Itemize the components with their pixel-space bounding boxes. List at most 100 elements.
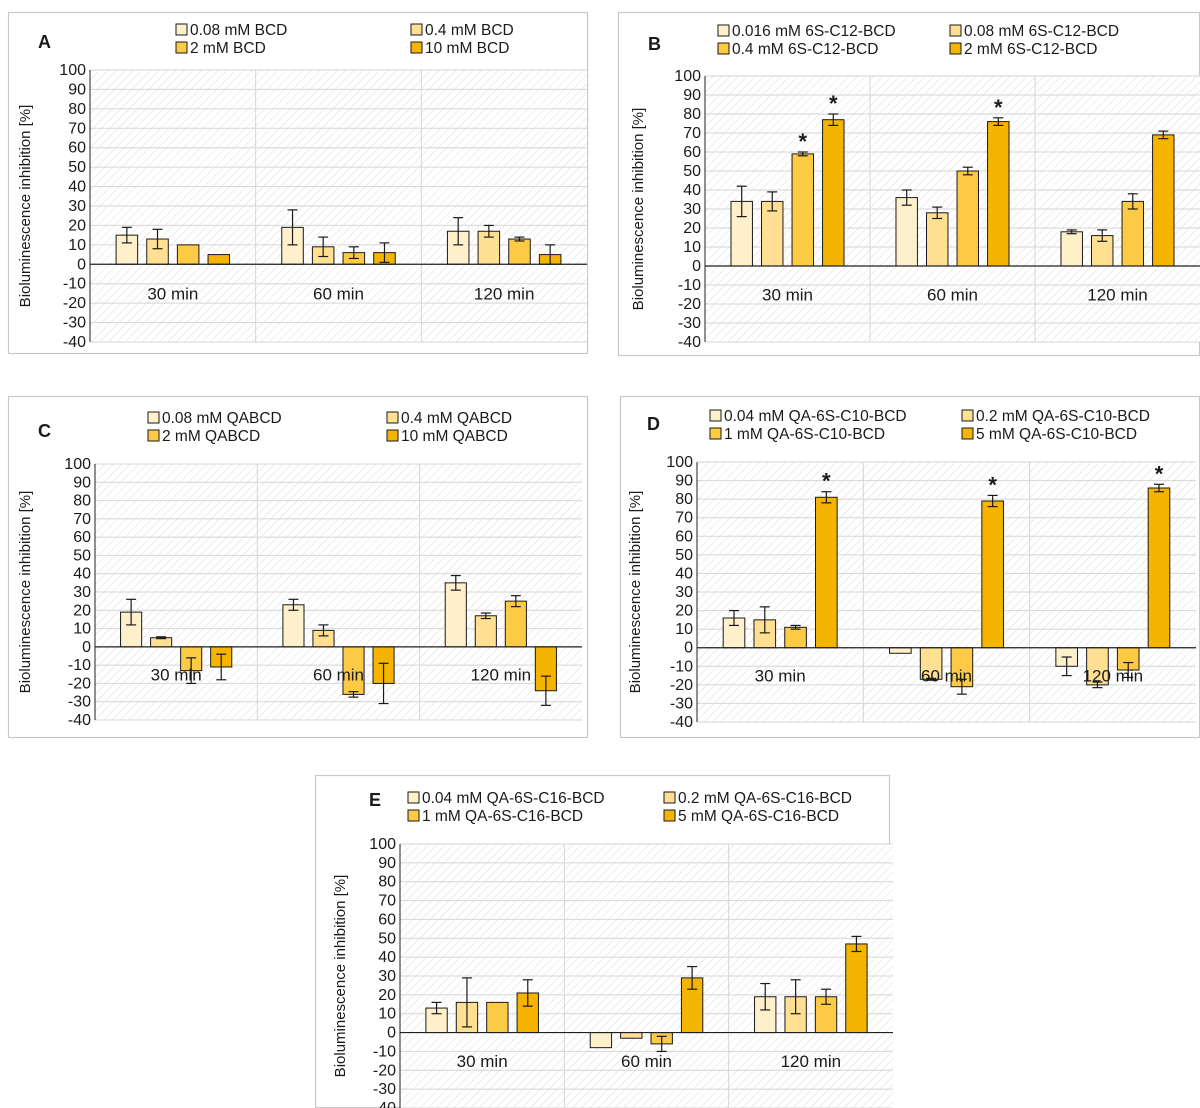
legend-swatch (663, 809, 676, 822)
y-tick-label: -10 (63, 276, 86, 293)
bar (889, 647, 912, 654)
y-tick-label: -40 (678, 334, 701, 351)
category-label: 60 min (621, 1052, 672, 1071)
y-tick-label: 20 (378, 987, 396, 1004)
y-tick-label: 90 (378, 855, 396, 872)
category-label: 30 min (151, 665, 202, 684)
legend-swatch (410, 23, 423, 36)
y-tick-label: -40 (670, 714, 693, 731)
significance-marker: * (798, 129, 807, 154)
y-tick-label: -10 (373, 1043, 396, 1060)
y-tick-label: 70 (675, 510, 693, 527)
legend-swatch (175, 23, 188, 36)
category-label: 120 min (781, 1052, 841, 1071)
legend-label: 5 mM QA-6S-C16-BCD (678, 808, 839, 825)
y-tick-label: -10 (670, 658, 693, 675)
legend-swatch (709, 409, 722, 422)
bar (822, 119, 845, 267)
y-tick-label: 40 (378, 949, 396, 966)
legend-label: 2 mM QABCD (162, 428, 260, 445)
legend-swatch (410, 41, 423, 54)
y-tick-label: -40 (63, 334, 86, 351)
category-label: 120 min (471, 665, 531, 684)
y-tick-label: -40 (68, 712, 91, 729)
panel-d: 1009080706050403020100-10-20-30-40Biolum… (619, 395, 1200, 739)
y-tick-label: -20 (670, 677, 693, 694)
bar (504, 600, 527, 648)
y-tick-label: 40 (683, 182, 701, 199)
bar (956, 170, 979, 267)
bar (444, 582, 467, 648)
category-label: 120 min (1083, 667, 1143, 686)
y-tick-label: 80 (675, 491, 693, 508)
y-tick-label: 30 (683, 201, 701, 218)
legend-swatch (407, 809, 420, 822)
legend-swatch (961, 427, 974, 440)
bar (895, 197, 918, 267)
significance-marker: * (822, 469, 831, 494)
legend-label: 0.4 mM QABCD (401, 410, 512, 427)
significance-marker: * (829, 91, 838, 116)
y-tick-label: 60 (378, 911, 396, 928)
legend-swatch (386, 411, 399, 424)
category-label: 60 min (313, 284, 364, 303)
category-label: 30 min (762, 286, 813, 305)
legend-label: 0.08 mM QABCD (162, 410, 282, 427)
bar (981, 500, 1004, 649)
legend-swatch (717, 42, 730, 55)
category-label: 120 min (474, 284, 534, 303)
y-tick-label: 30 (675, 584, 693, 601)
y-tick-label: 10 (73, 621, 91, 638)
panel-letter: B (648, 34, 661, 54)
y-tick-label: 0 (387, 1025, 396, 1042)
legend-label: 2 mM 6S-C12-BCD (964, 41, 1098, 58)
y-tick-label: 90 (68, 81, 86, 98)
bar (1147, 487, 1171, 649)
y-tick-label: -30 (678, 315, 701, 332)
y-axis-title: Bioluminescence inhibition [%] (17, 491, 34, 694)
bar (815, 496, 838, 649)
y-tick-label: 10 (675, 621, 693, 638)
y-tick-label: -40 (373, 1100, 396, 1108)
bar (987, 121, 1010, 267)
legend-swatch (961, 409, 974, 422)
y-tick-label: -10 (68, 657, 91, 674)
category-label: 30 min (755, 667, 806, 686)
y-tick-label: 70 (378, 893, 396, 910)
bar (282, 604, 305, 648)
legend-label: 1 mM QA-6S-C16-BCD (422, 808, 583, 825)
legend-swatch (175, 41, 188, 54)
legend-label: 0.08 mM BCD (190, 22, 287, 39)
legend-swatch (147, 429, 160, 442)
legend-label: 1 mM QA-6S-C10-BCD (724, 426, 885, 443)
panel-e: 1009080706050403020100-10-20-30-40Biolum… (314, 774, 893, 1108)
legend-swatch (663, 791, 676, 804)
y-axis-title: Bioluminescence inhibition [%] (17, 105, 34, 308)
legend-label: 0.08 mM 6S-C12-BCD (964, 23, 1119, 40)
y-tick-label: 80 (683, 106, 701, 123)
bar (474, 615, 497, 648)
legend-swatch (386, 429, 399, 442)
y-tick-label: -30 (63, 315, 86, 332)
legend-label: 0.2 mM QA-6S-C16-BCD (678, 790, 852, 807)
y-tick-label: -10 (678, 277, 701, 294)
y-tick-label: 50 (73, 547, 91, 564)
y-tick-label: 90 (675, 473, 693, 490)
y-tick-label: -20 (68, 675, 91, 692)
category-label: 60 min (313, 665, 364, 684)
y-tick-label: 10 (68, 237, 86, 254)
y-tick-label: 100 (674, 68, 701, 85)
y-tick-label: -30 (670, 695, 693, 712)
y-tick-label: 90 (73, 474, 91, 491)
y-tick-label: 20 (683, 220, 701, 237)
y-tick-label: 30 (73, 584, 91, 601)
y-tick-label: -20 (63, 295, 86, 312)
panel-c: 1009080706050403020100-10-20-30-40Biolum… (7, 395, 589, 739)
y-tick-label: 50 (378, 930, 396, 947)
bar (845, 943, 868, 1034)
y-tick-label: 70 (68, 120, 86, 137)
legend-swatch (949, 42, 962, 55)
y-tick-label: -20 (373, 1062, 396, 1079)
y-tick-label: 100 (666, 454, 693, 471)
y-tick-label: 100 (59, 62, 86, 79)
